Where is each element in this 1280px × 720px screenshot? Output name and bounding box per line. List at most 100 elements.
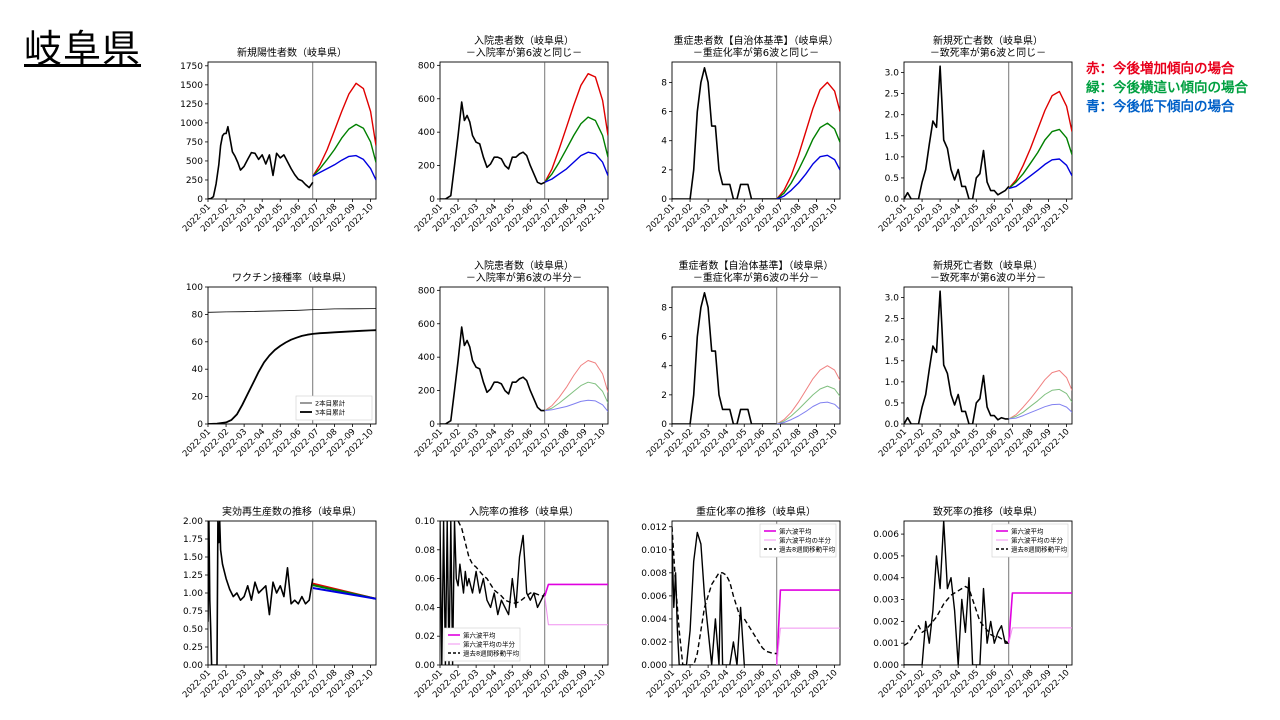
series-line-green [312,123,376,177]
y-tick-label: 0 [429,195,435,205]
y-tick-label: 2.0 [885,111,900,121]
y-tick-label: 60 [192,338,204,348]
y-tick-label: 0 [429,420,435,430]
color-legend-notes: 赤：今後増加傾向の場合 緑：今後横這い傾向の場合 青：今後低下傾向の場合 [1086,60,1248,117]
chart-c10: 入院率の推移（岐阜県）0.000.020.040.060.080.102022-… [413,505,609,700]
series-line-black [208,125,314,199]
plot-frame [903,286,1073,425]
series-line-lightgreen [776,385,840,424]
series-group [208,521,376,665]
y-tick-label: 6 [661,108,667,118]
chart-c6: 入院患者数（岐阜県）－入院率が第6波の半分－02004006008002022-… [413,259,609,459]
series-line-lightblue [1008,403,1072,420]
chart-title: 入院率の推移（岐阜県） [469,505,579,518]
y-tick-label: 250 [186,176,203,186]
y-tick-label: 750 [186,138,203,148]
y-tick-label: 1.25 [183,571,203,581]
y-tick-label: 3.0 [885,69,900,79]
series-line-lightmagenta [1008,627,1072,644]
y-tick-label: 40 [192,365,204,375]
y-tick-label: 2 [661,391,667,401]
y-tick-label: 0.75 [183,607,203,617]
series-line-green [544,116,608,183]
legend-label: 2本目累計 [315,399,346,408]
chart-title: －致死率が第6波と同じ－ [930,46,1046,59]
y-tick-label: 800 [418,286,435,296]
plot-frame [671,61,841,200]
series-line-black [904,585,1010,646]
series-line-blue [544,151,608,183]
y-tick-label: 0.00 [415,661,435,671]
series-line-magenta [776,589,840,665]
y-tick-label: 2.5 [885,315,899,325]
y-tick-label: 2 [661,166,667,176]
legend-label: 第六波平均 [779,527,812,536]
y-tick-label: 1.0 [885,378,900,388]
chart-title: －入院率が第6波の半分－ [466,271,582,284]
y-tick-label: 100 [186,283,203,293]
series-line-blue [1008,158,1072,190]
series-line-black [457,521,545,604]
y-tick-label: 3.0 [885,294,900,304]
y-tick-label: 0 [661,195,667,205]
legend-label: 第六波平均 [1011,527,1044,536]
chart-c12: 致死率の推移（岐阜県） 0.000 0.001 0.002 0.003 0.004 0.00… [873,505,1073,700]
y-tick-label: 200 [418,387,435,397]
y-tick-label: 8 [661,78,667,88]
series-line-black [208,308,376,313]
series-line-black [440,521,546,665]
legend-label: 第六波平均の半分 [779,536,832,545]
series-group [904,521,1072,665]
series-line-lightgreen [544,381,608,412]
plot-frame [207,61,377,200]
y-tick-label: 0.50 [183,625,203,635]
chart-title: 重症化率の推移（岐阜県） [696,505,816,518]
y-tick-label: 0.25 [183,643,203,653]
y-tick-label: 600 [418,320,435,330]
series-line-lightred [776,365,840,424]
chart-title: 新規陽性者数（岐阜県） [237,46,347,59]
legend-label: 3本目累計 [315,408,346,417]
series-line-lightmagenta [776,627,840,665]
y-tick-label: 400 [418,128,435,138]
y-tick-label: 0.012 [641,523,667,533]
y-tick-label: 8 [661,303,667,313]
series-line-magenta [544,583,608,597]
series-line-blue [776,154,840,199]
chart-c11: 重症化率の推移（岐阜県） 0.000 0.002 0.004 0.006 0.008 0.0… [641,505,841,700]
y-tick-label: 0.004 [873,574,899,584]
y-tick-label: 0.000 [641,661,667,671]
series-line-magenta [1008,592,1072,644]
chart-title: 重症患者数【自治体基準】（岐阜県） [674,34,839,47]
chart-title: 入院患者数（岐阜県） [474,259,574,272]
series-group [672,526,840,665]
series-line-blue [312,587,376,600]
note-green: 緑：今後横這い傾向の場合 [1086,80,1248,96]
chart-c2: 入院患者数（岐阜県）－入院率が第6波と同じ－02004006008002022-… [413,34,609,234]
y-tick-label: 0.00 [183,661,203,671]
series-line-red [1008,90,1072,189]
series-line-black [672,291,777,424]
series-line-black [208,521,314,665]
chart-title: －重症化率が第6波と同じ－ [693,46,819,59]
series-group [208,82,376,199]
series-line-lightred [544,360,608,412]
y-tick-label: 0 [661,420,667,430]
y-tick-label: 2.5 [885,90,899,100]
series-line-black [208,329,376,424]
y-tick-label: 0.02 [415,632,435,642]
y-tick-label: 80 [192,310,204,320]
chart-title: －重症化率が第6波の半分－ [693,271,819,284]
series-line-black [904,290,1009,424]
note-blue: 青：今後低下傾向の場合 [1086,99,1235,115]
y-tick-label: 0.5 [885,399,899,409]
y-tick-label: 0 [197,420,203,430]
y-tick-label: 0.08 [415,546,435,556]
y-tick-label: 0.003 [873,596,899,606]
series-line-lightred [1008,370,1072,420]
y-tick-label: 1750 [180,62,203,72]
series-line-black [672,67,777,199]
y-tick-label: 4 [661,137,667,147]
chart-title: 新規死亡者数（岐阜県） [933,259,1043,272]
